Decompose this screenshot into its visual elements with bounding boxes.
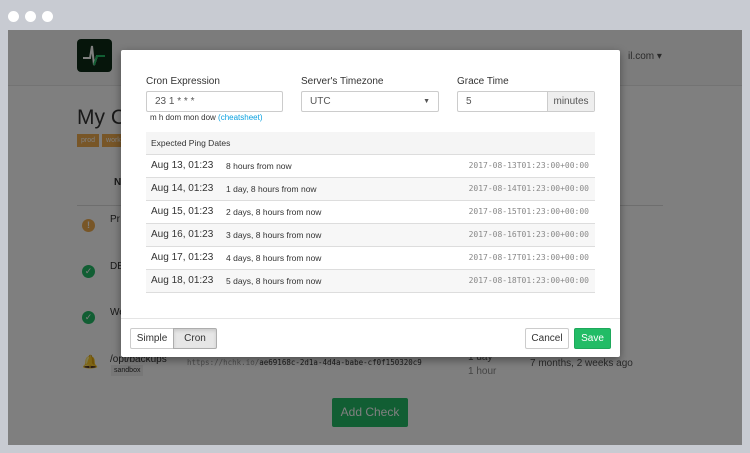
ping-iso: 2017-08-17T01:23:00+00:00 [468, 253, 589, 262]
ping-date: Aug 17, 01:23 [151, 252, 214, 263]
save-button[interactable]: Save [574, 328, 611, 349]
ping-relative: 1 day, 8 hours from now [226, 184, 317, 194]
cron-expression-input[interactable]: 23 1 * * * [146, 91, 283, 112]
grace-time-input[interactable]: 5 [466, 96, 472, 107]
ping-date: Aug 14, 01:23 [151, 183, 214, 194]
table-header: Expected Ping Dates [146, 132, 595, 155]
ping-iso: 2017-08-18T01:23:00+00:00 [468, 276, 589, 285]
timezone-select[interactable]: UTC ▼ [301, 91, 439, 112]
grace-time-group: 5 minutes [457, 91, 595, 112]
ping-relative: 2 days, 8 hours from now [226, 207, 322, 217]
ping-relative: 8 hours from now [226, 161, 292, 171]
ping-row: Aug 18, 01:23 5 days, 8 hours from now 201… [146, 270, 595, 293]
ping-row: Aug 13, 01:23 8 hours from now 2017-08-13T… [146, 155, 595, 178]
window-maximize-dot[interactable] [42, 11, 53, 22]
expected-ping-table: Expected Ping Dates Aug 13, 01:23 8 hours… [146, 132, 595, 293]
cron-mode-button[interactable]: Cron [173, 328, 217, 349]
ping-relative: 3 days, 8 hours from now [226, 230, 322, 240]
ping-date: Aug 13, 01:23 [151, 160, 214, 171]
ping-iso: 2017-08-15T01:23:00+00:00 [468, 207, 589, 216]
ping-row: Aug 15, 01:23 2 days, 8 hours from now 201… [146, 201, 595, 224]
timezone-label: Server's Timezone [301, 76, 384, 87]
cron-label: Cron Expression [146, 76, 220, 87]
ping-row: Aug 16, 01:23 3 days, 8 hours from now 201… [146, 224, 595, 247]
ping-row: Aug 17, 01:23 4 days, 8 hours from now 201… [146, 247, 595, 270]
ping-date: Aug 16, 01:23 [151, 229, 214, 240]
simple-mode-button[interactable]: Simple [130, 328, 174, 349]
cron-hint: m h dom mon dow (cheatsheet) [150, 113, 263, 122]
modal-footer-divider [121, 318, 620, 319]
ping-date: Aug 15, 01:23 [151, 206, 214, 217]
window-close-dot[interactable] [8, 11, 19, 22]
caret-down-icon: ▼ [423, 98, 430, 105]
ping-iso: 2017-08-13T01:23:00+00:00 [468, 161, 589, 170]
ping-iso: 2017-08-16T01:23:00+00:00 [468, 230, 589, 239]
cheatsheet-link[interactable]: (cheatsheet) [218, 113, 263, 122]
ping-iso: 2017-08-14T01:23:00+00:00 [468, 184, 589, 193]
ping-date: Aug 18, 01:23 [151, 275, 214, 286]
schedule-modal: Cron Expression 23 1 * * * m h dom mon d… [121, 50, 620, 357]
ping-relative: 5 days, 8 hours from now [226, 276, 322, 286]
ping-row: Aug 14, 01:23 1 day, 8 hours from now 2017… [146, 178, 595, 201]
window-minimize-dot[interactable] [25, 11, 36, 22]
grace-label: Grace Time [457, 76, 509, 87]
grace-unit: minutes [547, 92, 594, 111]
ping-relative: 4 days, 8 hours from now [226, 253, 322, 263]
cancel-button[interactable]: Cancel [525, 328, 569, 349]
